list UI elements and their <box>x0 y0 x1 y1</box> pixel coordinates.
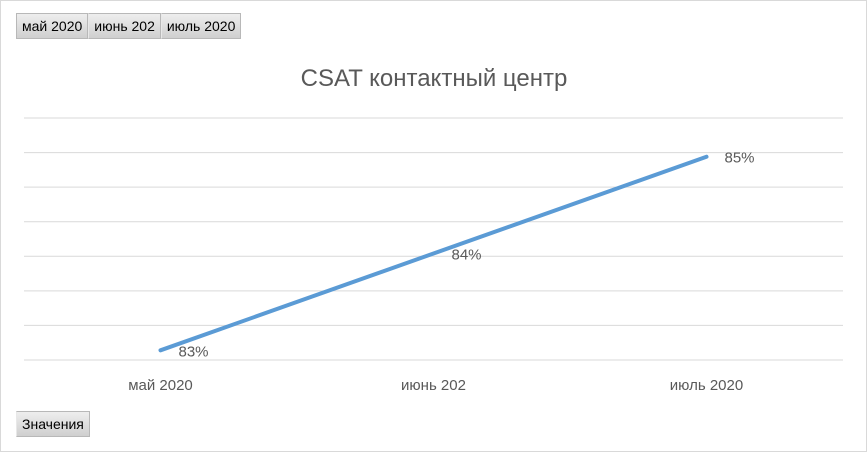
values-field-button[interactable]: Значения <box>16 411 90 437</box>
data-label: 85% <box>724 150 754 167</box>
x-tick-label: июнь 202 <box>401 377 466 394</box>
pivot-field-june-2020[interactable]: июнь 202 <box>88 13 161 39</box>
x-tick-label: июль 2020 <box>670 377 743 394</box>
data-label: 84% <box>451 247 481 264</box>
data-labels: 83% 84% 85% <box>178 150 754 361</box>
x-tick-label: май 2020 <box>128 377 193 394</box>
pivot-field-bar: май 2020 июнь 202 июль 2020 <box>16 13 242 39</box>
gridlines <box>24 117 843 361</box>
chart-title: CSAT контактный центр <box>301 65 568 92</box>
pivot-field-july-2020[interactable]: июль 2020 <box>160 13 242 39</box>
series-line <box>158 154 709 353</box>
data-label: 83% <box>178 343 208 360</box>
pivot-field-may-2020[interactable]: май 2020 <box>16 13 89 39</box>
x-axis-tick-labels: май 2020 июнь 202 июль 2020 <box>128 377 743 394</box>
